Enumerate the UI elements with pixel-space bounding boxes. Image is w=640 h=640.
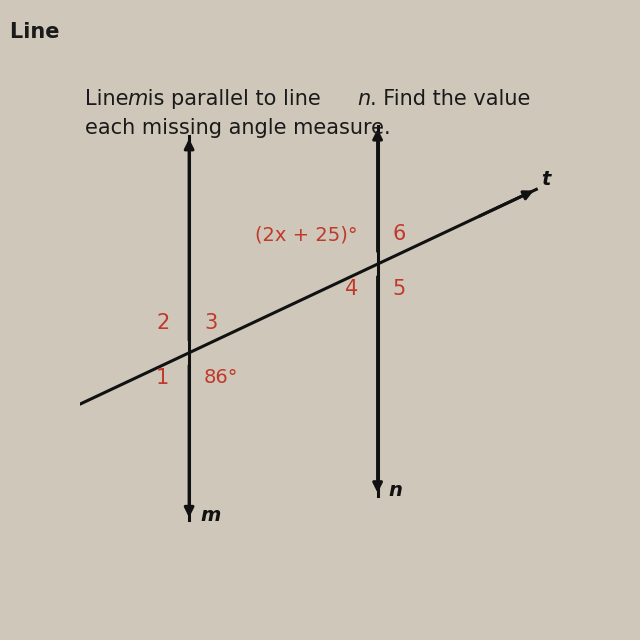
Text: 6: 6 [392,225,406,244]
Text: Line: Line [85,89,135,109]
Text: 2: 2 [156,313,169,333]
Text: t: t [541,170,550,189]
Text: 1: 1 [156,367,169,388]
Text: m: m [200,506,220,525]
Text: . Find the value: . Find the value [370,89,531,109]
Text: Line: Line [10,22,67,42]
Text: n: n [388,481,403,500]
Text: is parallel to line: is parallel to line [141,89,328,109]
Text: (2x + 25)°: (2x + 25)° [255,225,358,244]
Text: m: m [127,89,147,109]
Text: 86°: 86° [204,367,239,387]
Text: 3: 3 [204,313,217,333]
Text: each missing angle measure.: each missing angle measure. [85,118,390,138]
Text: 4: 4 [344,279,358,299]
Text: 5: 5 [392,279,406,299]
Text: n: n [358,89,371,109]
